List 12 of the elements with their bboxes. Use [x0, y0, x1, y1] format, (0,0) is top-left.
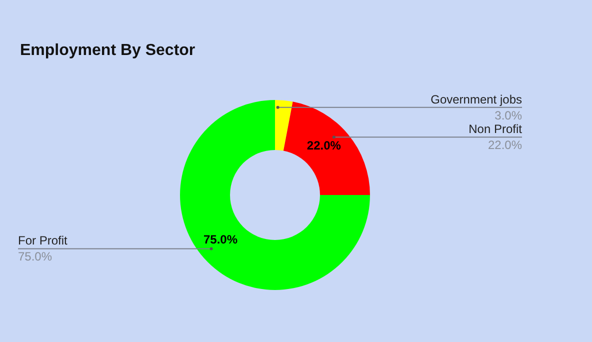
data-label: 3.0%: [494, 108, 522, 122]
data-label: 22.0%: [488, 138, 522, 152]
donut-slice: [283, 102, 370, 195]
donut-slice: [180, 100, 370, 290]
text: 22.0%: [306, 138, 341, 152]
slice-label: Non Profit: [468, 122, 523, 136]
text: 75.0%: [203, 232, 238, 246]
data-label: 75.0%: [18, 250, 52, 264]
slice-label: Government jobs: [430, 92, 522, 106]
chart-title: Employment By Sector: [20, 42, 196, 60]
donut-slice: [275, 100, 293, 151]
slice-label: For Profit: [18, 234, 68, 248]
